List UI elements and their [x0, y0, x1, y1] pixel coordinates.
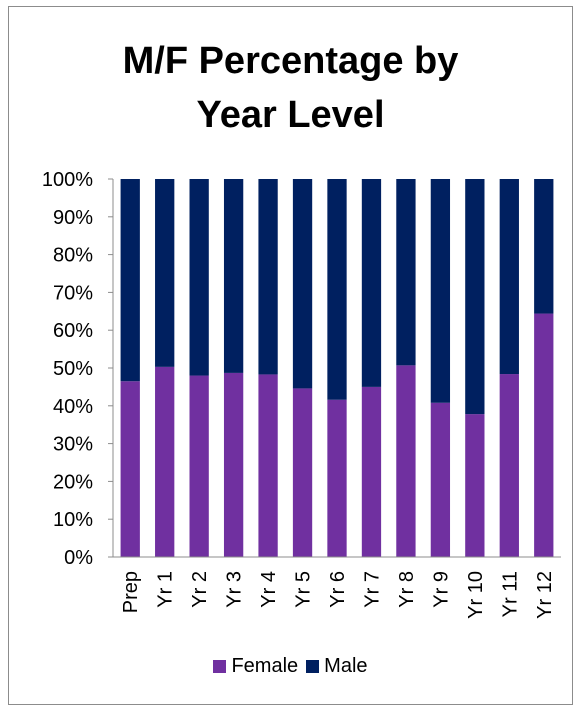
- bar-male: [292, 179, 313, 389]
- bar-male: [223, 179, 244, 373]
- x-tick-label: Yr 5: [293, 571, 315, 608]
- x-tick-label: Yr 9: [430, 571, 452, 608]
- bars: [120, 179, 554, 557]
- x-tick-label: Prep: [120, 571, 142, 613]
- bar-male: [534, 179, 554, 314]
- x-tick-label: Yr 10: [465, 571, 487, 619]
- bar-male: [499, 179, 519, 375]
- bar-female: [465, 414, 485, 557]
- y-tick-label: 70%: [53, 282, 93, 304]
- bar-male: [189, 179, 209, 376]
- y-tick-label: 30%: [53, 434, 93, 456]
- legend: Female Male: [8, 655, 573, 678]
- bar-female: [223, 372, 244, 557]
- y-tick-label: 80%: [53, 245, 93, 267]
- legend-label-male: Male: [324, 655, 368, 677]
- chart-title-line-1: M/F Percentage by: [122, 40, 459, 82]
- bar-female: [534, 313, 554, 557]
- y-tick-label: 100%: [42, 169, 93, 191]
- bar-female: [361, 386, 382, 557]
- x-tick-label: Yr 1: [155, 571, 177, 608]
- x-tick-label: Yr 11: [499, 571, 521, 617]
- y-tick-label: 50%: [53, 358, 93, 380]
- bar-male: [120, 179, 140, 382]
- bar-female: [396, 365, 416, 557]
- x-tick-label: Yr 8: [396, 571, 418, 608]
- x-tick-label: Yr 4: [258, 571, 280, 608]
- y-tick-label: 60%: [53, 320, 93, 342]
- x-tick-label: Yr 6: [327, 571, 349, 608]
- bar-male: [396, 179, 416, 366]
- y-tick-label: 10%: [53, 509, 93, 531]
- chart-title: M/F Percentage by Year Level: [8, 34, 573, 142]
- bar-male: [258, 179, 278, 375]
- legend-item-female: Female: [213, 655, 298, 678]
- bar-female: [155, 366, 175, 557]
- y-axis: 0% 10% 20% 30% 40% 50% 60% 70% 80% 90% 100%: [42, 169, 113, 569]
- y-tick-label: 0%: [64, 547, 93, 569]
- bar-male: [155, 179, 175, 367]
- bar-male: [361, 179, 382, 387]
- y-tick-label: 20%: [53, 471, 93, 493]
- bar-female: [258, 374, 278, 557]
- bar-male: [465, 179, 485, 415]
- chart-title-line-2: Year Level: [196, 94, 385, 136]
- legend-item-male: Male: [306, 655, 368, 678]
- x-tick-label: Yr 3: [224, 571, 246, 608]
- axis-lines: [112, 179, 561, 558]
- x-tick-label: Yr 12: [534, 571, 556, 619]
- legend-label-female: Female: [231, 655, 299, 677]
- bar-female: [292, 388, 313, 557]
- x-tick-label: Yr 2: [189, 571, 211, 608]
- y-tick-label: 90%: [53, 207, 93, 229]
- bar-female: [430, 402, 451, 557]
- legend-swatch-female: [213, 660, 227, 673]
- y-tick-label: 40%: [53, 396, 93, 418]
- bar-male: [327, 179, 347, 400]
- bar-male: [430, 179, 451, 403]
- bar-female: [189, 375, 209, 557]
- legend-swatch-male: [306, 660, 320, 673]
- x-axis: Prep Yr 1 Yr 2 Yr 3 Yr 4 Yr 5 Yr 6 Yr 7 Yr 8 Yr 9…: [120, 571, 556, 619]
- x-tick-label: Yr 7: [361, 571, 383, 608]
- bar-female: [120, 381, 140, 557]
- bar-female: [499, 374, 519, 557]
- bar-female: [327, 399, 347, 557]
